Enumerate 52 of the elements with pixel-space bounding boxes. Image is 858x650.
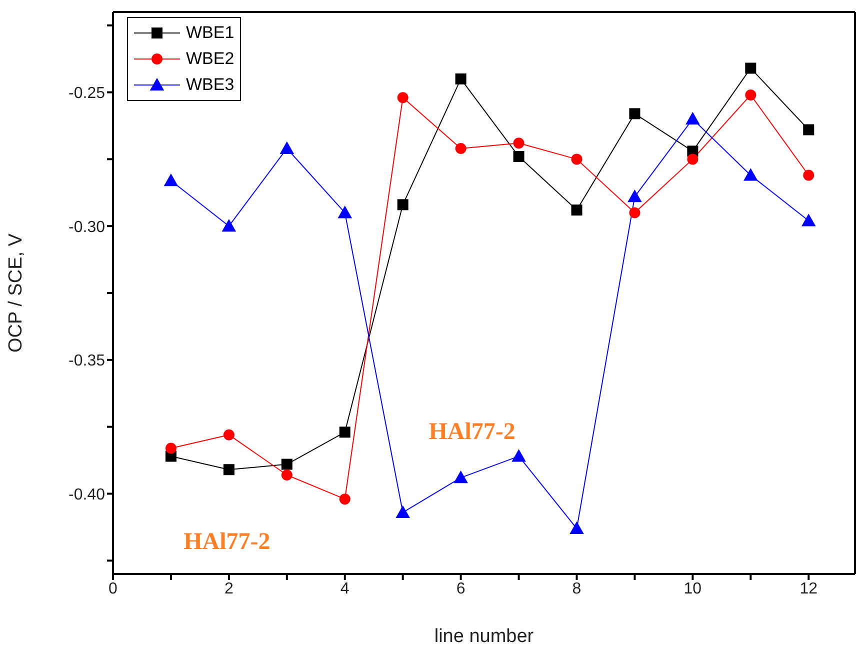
point	[745, 62, 756, 74]
point	[628, 190, 642, 202]
x-tick-label: 10	[684, 580, 702, 598]
point	[222, 218, 236, 232]
point	[455, 73, 466, 84]
point	[454, 470, 468, 484]
point	[339, 426, 350, 438]
point	[513, 151, 524, 162]
point	[571, 154, 582, 165]
legend-label: WBE2	[186, 49, 234, 69]
point	[687, 154, 698, 165]
legend-label: WBE3	[186, 75, 234, 95]
point	[339, 494, 350, 505]
x-tick-label: 4	[340, 580, 350, 598]
point	[629, 207, 640, 218]
point	[571, 204, 582, 216]
point	[803, 170, 814, 181]
point	[629, 108, 640, 120]
annotation: HAl77-2	[184, 528, 270, 556]
x-tick-label: 6	[456, 580, 466, 598]
point	[223, 464, 234, 476]
x-tick-label: 0	[108, 580, 118, 598]
point	[280, 141, 294, 154]
x-tick-label: 8	[572, 580, 582, 598]
annotation: HAl77-2	[428, 419, 516, 446]
x-tick-label: 12	[800, 580, 818, 598]
y-tick-label: -0.30	[68, 218, 106, 236]
point	[513, 138, 524, 149]
y-tick-label: -0.35	[68, 352, 106, 370]
point	[686, 112, 700, 125]
y-tick-label: -0.40	[68, 486, 106, 504]
point	[745, 89, 756, 100]
point	[801, 214, 816, 226]
point	[165, 442, 176, 454]
point	[164, 173, 178, 186]
point	[223, 429, 234, 440]
x-axis-title: line number	[434, 626, 534, 647]
point	[512, 449, 526, 462]
x-tick-label: 2	[224, 580, 234, 598]
y-axis-title: OCP / SCE, V	[6, 233, 27, 352]
point	[744, 168, 758, 181]
point	[803, 124, 814, 136]
point	[397, 199, 408, 210]
point	[338, 206, 352, 218]
point	[281, 469, 292, 480]
y-tick-label: -0.25	[68, 84, 106, 102]
point	[396, 505, 410, 518]
legend-label: WBE1	[186, 23, 234, 43]
point	[455, 142, 466, 154]
point	[570, 521, 584, 534]
point	[397, 92, 408, 104]
point	[281, 458, 292, 470]
